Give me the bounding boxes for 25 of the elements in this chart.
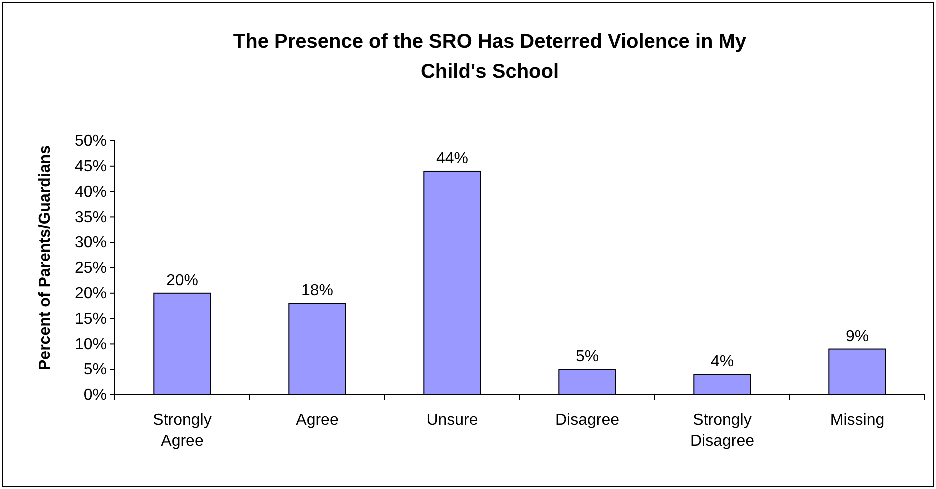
x-tick-label: Strongly Disagree <box>690 412 755 450</box>
y-tick-label: 30% <box>74 234 107 252</box>
y-tick-label: 40% <box>74 184 107 201</box>
data-label: 4% <box>710 354 734 371</box>
y-tick-label: 45% <box>74 158 107 176</box>
data-label: 5% <box>576 348 600 366</box>
y-tick-label: 20% <box>74 286 107 303</box>
y-tick-label: 15% <box>74 310 107 328</box>
chart-title: The Presence of the SRO Has Deterred Violence in My Child's School <box>233 31 748 83</box>
y-tick-label: 35% <box>74 209 107 226</box>
data-label: 20% <box>166 272 199 290</box>
y-tick-label: 10% <box>74 336 107 354</box>
data-label: 44% <box>436 150 469 168</box>
x-tick-label: Unsure <box>426 412 478 429</box>
y-tick-label: 25% <box>74 260 107 278</box>
x-tick-label: Agree <box>296 412 339 429</box>
y-tick-label: 50% <box>74 133 107 150</box>
data-label: 9% <box>846 328 870 346</box>
y-tick-label: 5% <box>84 362 107 379</box>
x-tick-label: Missing <box>830 412 885 429</box>
x-tick-label: Disagree <box>555 412 620 429</box>
x-tick-label: Strongly Agree <box>153 412 212 450</box>
data-label: 18% <box>301 282 334 300</box>
y-axis-title: Percent of Parents/Guardians <box>37 145 54 370</box>
y-tick-label: 0% <box>84 387 107 404</box>
